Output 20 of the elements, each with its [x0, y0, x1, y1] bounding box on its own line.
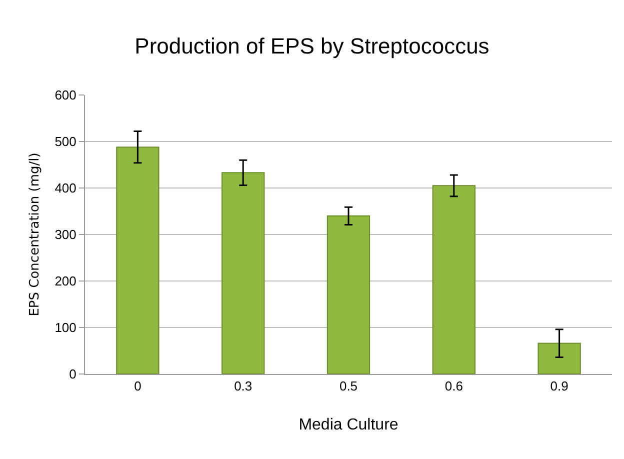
bar — [538, 342, 581, 374]
x-tick-label: 0 — [134, 378, 142, 394]
y-tick-label: 0 — [69, 366, 76, 382]
bar — [432, 185, 476, 374]
y-tick-label: 400 — [54, 180, 76, 196]
x-tick-label: 0.9 — [550, 378, 568, 394]
x-tick-label: 0.6 — [444, 378, 463, 394]
x-tick-label: 0.3 — [234, 378, 252, 394]
y-tick-label: 600 — [54, 88, 76, 103]
x-tick-label: 0.5 — [339, 378, 358, 394]
y-axis-title: EPS Concentration (mg/l) — [28, 152, 43, 316]
y-tick-label: 300 — [54, 227, 76, 242]
y-tick-label: 100 — [54, 320, 76, 336]
y-tick-label: 500 — [54, 134, 76, 150]
chart-title: Production of EPS by Streptococcus — [134, 34, 490, 59]
bar — [116, 146, 160, 374]
bar — [222, 172, 265, 374]
x-axis-title: Media Culture — [298, 416, 398, 434]
y-tick-label: 200 — [54, 274, 76, 289]
bar — [326, 215, 370, 374]
